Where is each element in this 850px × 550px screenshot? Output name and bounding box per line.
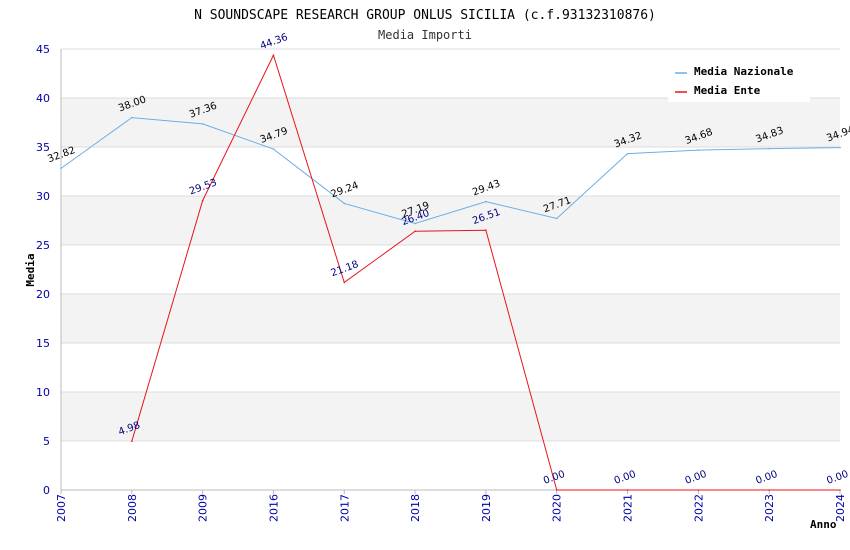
- data-point: [343, 202, 346, 205]
- grid-band: [61, 294, 840, 343]
- chart-subtitle: Media Importi: [378, 28, 472, 42]
- y-tick-label: 35: [36, 141, 50, 154]
- data-point: [626, 152, 629, 155]
- y-tick-label: 5: [43, 435, 50, 448]
- data-point: [131, 116, 133, 119]
- data-point: [768, 147, 770, 150]
- grid-band: [61, 98, 840, 147]
- data-point: [555, 489, 558, 491]
- y-tick-label: 10: [36, 386, 50, 399]
- data-label: 32.82: [46, 145, 77, 165]
- y-tick-label: 0: [43, 484, 50, 497]
- y-tick-label: 25: [36, 239, 50, 252]
- data-point: [485, 229, 487, 232]
- legend-label-ente: Media Ente: [694, 84, 761, 97]
- background-bands: [61, 98, 840, 441]
- data-label: 0.00: [684, 469, 709, 487]
- data-point: [414, 230, 416, 233]
- data-point: [768, 489, 770, 491]
- x-tick-label: 2017: [338, 494, 351, 522]
- data-point: [555, 217, 558, 220]
- x-tick-label: 2020: [551, 494, 564, 522]
- data-label: 0.00: [825, 469, 850, 487]
- data-point: [272, 148, 275, 150]
- data-point: [272, 54, 275, 57]
- x-tick-label: 2021: [622, 494, 635, 522]
- data-point: [485, 200, 487, 203]
- x-axis-ticks: 2007 2008 2009 2016 2017 2018 2019 2020 2021 2022…: [55, 490, 847, 522]
- data-label: 21.18: [330, 259, 361, 279]
- grid-band: [61, 196, 840, 245]
- x-tick-label: 2007: [55, 494, 68, 522]
- data-label: 29.43: [471, 178, 502, 198]
- chart-title: N SOUNDSCAPE RESEARCH GROUP ONLUS SICILI…: [194, 8, 656, 23]
- data-label: 0.00: [613, 469, 638, 487]
- data-point: [839, 489, 841, 491]
- x-axis-label: Anno: [810, 518, 837, 531]
- data-point: [131, 440, 133, 442]
- x-tick-label: 2024: [834, 494, 847, 522]
- data-point: [697, 149, 700, 151]
- y-axis-label: Media: [24, 253, 37, 286]
- y-axis-ticks: 0 5 10 15 20 25 30 35 40 45: [36, 43, 50, 497]
- y-tick-label: 15: [36, 337, 50, 350]
- y-tick-label: 40: [36, 92, 50, 105]
- x-tick-label: 2022: [692, 494, 705, 522]
- series-line: [60, 117, 841, 225]
- x-tick-label: 2009: [197, 494, 210, 522]
- y-tick-label: 30: [36, 190, 50, 203]
- x-tick-label: 2023: [763, 494, 776, 522]
- data-point: [201, 199, 204, 202]
- data-label: 0.00: [542, 469, 567, 487]
- legend: Media Nazionale Media Ente: [668, 60, 810, 102]
- legend-box: [668, 60, 810, 102]
- legend-label-nazionale: Media Nazionale: [694, 65, 794, 78]
- grid-band: [61, 392, 840, 441]
- data-point: [626, 489, 629, 491]
- data-point: [343, 281, 346, 284]
- x-tick-label: 2008: [126, 494, 139, 522]
- y-tick-label: 45: [36, 43, 50, 56]
- data-label: 0.00: [754, 469, 779, 487]
- data-point: [414, 222, 416, 225]
- data-point: [201, 123, 204, 125]
- data-point: [697, 489, 700, 491]
- x-tick-label: 2018: [409, 494, 422, 522]
- x-tick-label: 2016: [267, 494, 280, 522]
- data-label: 29.53: [188, 177, 219, 197]
- x-tick-label: 2019: [480, 494, 493, 522]
- data-point: [839, 146, 841, 149]
- y-tick-label: 20: [36, 288, 50, 301]
- data-point: [60, 167, 62, 170]
